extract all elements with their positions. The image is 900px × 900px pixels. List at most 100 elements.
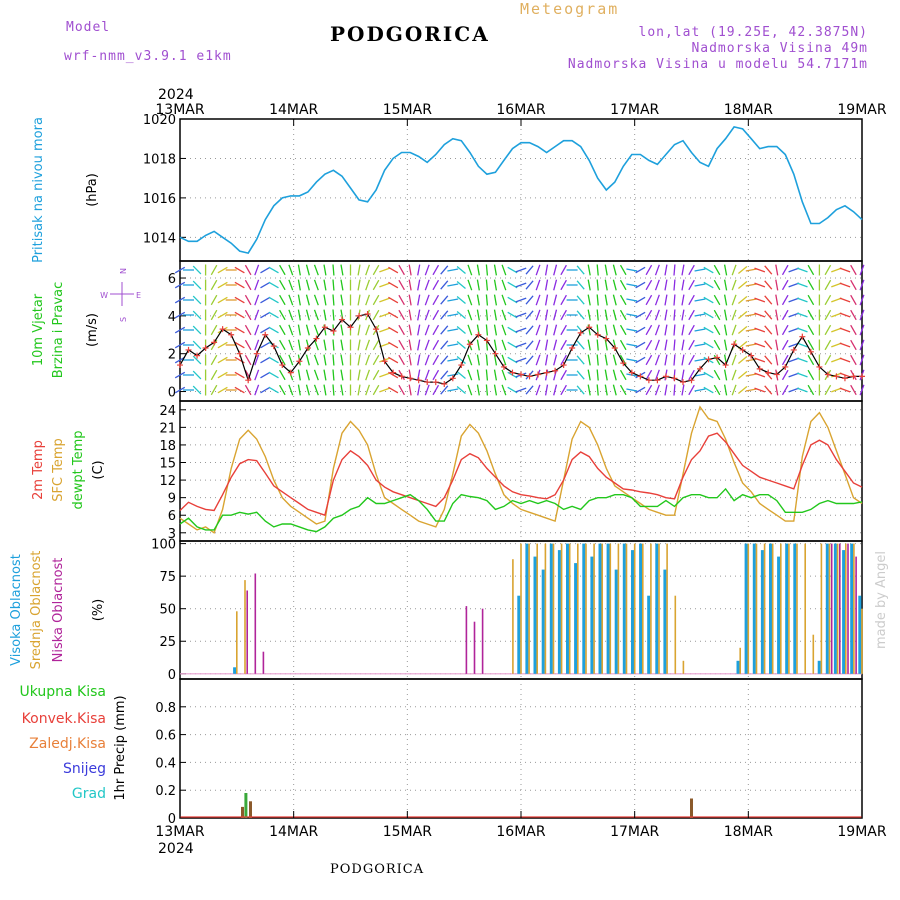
cloud-mid-bar [674, 595, 677, 674]
wind-barb [476, 294, 480, 306]
wind-barb [576, 280, 585, 290]
wind-barb [596, 339, 599, 351]
wind-barb [260, 281, 271, 289]
y-tick-label: 1020 [143, 113, 176, 128]
wind-barb [507, 386, 518, 394]
wind-speed-marker [654, 377, 661, 384]
wind-speed-marker [458, 362, 465, 369]
wind-barb [424, 294, 430, 306]
cloud-low-axis-label: Niska Oblacnost [51, 558, 66, 663]
wind-barb [340, 354, 344, 366]
wind-barb [604, 279, 608, 291]
wind-barb [379, 372, 391, 378]
cloud-mid-bar [796, 543, 798, 674]
wind-barb [745, 313, 757, 317]
wind-barb [560, 279, 567, 291]
wind-barb [713, 384, 721, 396]
wind-barb [745, 358, 757, 362]
wind-barb [764, 355, 773, 365]
wind-barb [493, 279, 498, 291]
wind-barb [754, 342, 766, 348]
y-tick-label: 0.4 [155, 756, 176, 771]
wind-barb [440, 370, 449, 380]
wind-barb [408, 264, 412, 276]
wind-barb [305, 384, 310, 396]
precip-legend-label: Grad [72, 786, 106, 802]
wind-barb [619, 264, 627, 276]
wind-barb [440, 385, 449, 395]
wind-barb [796, 312, 808, 318]
wind-barb [619, 294, 627, 306]
wind-barb [408, 339, 412, 351]
wind-barb [297, 279, 301, 291]
wind-barb [796, 372, 808, 378]
wind-speed-marker [526, 373, 533, 380]
wind-barb [626, 268, 638, 272]
pressure-unit-label: (hPa) [85, 173, 100, 207]
wind-barb [379, 327, 391, 333]
wind-barb [313, 369, 319, 381]
cloud-high-bar [647, 595, 651, 674]
wind-barb [553, 384, 558, 396]
wind-barb [217, 266, 228, 274]
wind-barb [515, 327, 527, 333]
y-tick-label: 21 [159, 421, 176, 436]
cloud-mid-bar [853, 543, 855, 674]
wind-barb [467, 279, 473, 291]
wind-barb [560, 264, 567, 276]
wind-barb [398, 339, 405, 351]
cloud-low-bar [847, 543, 849, 674]
wind-barb [694, 373, 706, 377]
y-tick-label: 1016 [143, 192, 176, 207]
wind-barb [775, 279, 779, 291]
wind-speed-marker [611, 345, 618, 352]
cloud-unit-label: (%) [91, 599, 106, 622]
wind-barb [596, 384, 599, 396]
wind-barb [440, 265, 449, 275]
wind-barb [305, 354, 310, 366]
wind-barb [723, 324, 728, 336]
wind-barb [210, 279, 218, 291]
wind-speed-marker [833, 373, 840, 380]
wind-barb [417, 279, 421, 291]
top-x-tick-label: 18MAR [724, 102, 773, 118]
wind-barb [673, 294, 676, 306]
wind-barb [424, 264, 430, 276]
cloud-mid-bar [682, 660, 685, 674]
wind-barb [654, 309, 660, 321]
wind-barb [850, 294, 857, 306]
wind-barb [754, 312, 766, 318]
wind-barb [703, 266, 714, 274]
wind-barb [515, 282, 527, 288]
wind-barb [839, 267, 851, 273]
wind-barb [775, 264, 779, 276]
wind-barb [398, 324, 405, 336]
precip-bar [690, 798, 693, 818]
wind-barb [432, 354, 440, 366]
wind-barb [745, 388, 757, 392]
wind-barb [447, 328, 459, 332]
cloud-low-bar [246, 590, 248, 674]
cloud-high-bar [817, 660, 821, 674]
wind-barb [654, 264, 660, 276]
wind-barb [596, 264, 599, 276]
wind-barb [850, 309, 857, 321]
wind-barb [485, 369, 489, 381]
wind-barb [432, 339, 440, 351]
cloud-high-bar [606, 543, 610, 674]
wind-barb [807, 309, 815, 321]
wind-barb [587, 354, 591, 366]
wind-barb [703, 281, 714, 289]
y-tick-label: 3 [168, 527, 176, 542]
wind-speed-marker [594, 331, 601, 338]
wind-barb [604, 384, 608, 396]
wind-barb [626, 313, 638, 317]
wind-barb [467, 294, 473, 306]
wind-barb [357, 384, 361, 396]
precip-legend-label: Zaledj.Kisa [29, 736, 106, 752]
wind-barb [456, 326, 466, 334]
wind-barb [260, 326, 271, 334]
wind-speed-marker [807, 348, 814, 355]
wind-barb [694, 388, 706, 392]
cloud-mid-bar [804, 543, 806, 674]
